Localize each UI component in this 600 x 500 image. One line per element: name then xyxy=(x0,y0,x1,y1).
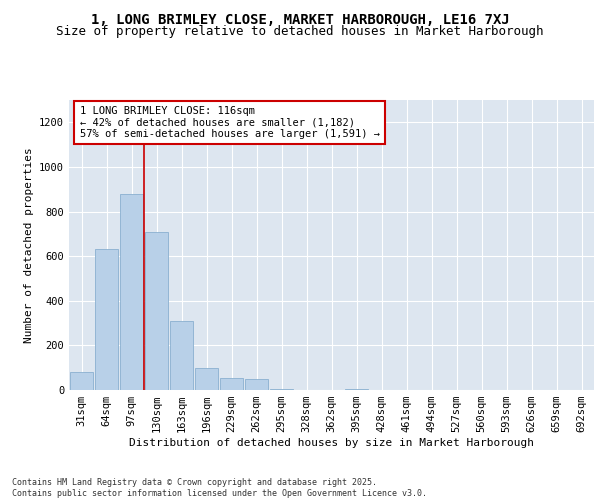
Text: Contains HM Land Registry data © Crown copyright and database right 2025.
Contai: Contains HM Land Registry data © Crown c… xyxy=(12,478,427,498)
Bar xyxy=(345,389,368,390)
Bar xyxy=(120,194,143,390)
Text: Size of property relative to detached houses in Market Harborough: Size of property relative to detached ho… xyxy=(56,25,544,38)
Bar xyxy=(270,389,293,390)
X-axis label: Distribution of detached houses by size in Market Harborough: Distribution of detached houses by size … xyxy=(129,438,534,448)
Bar xyxy=(220,378,243,390)
Bar xyxy=(70,372,93,390)
Bar xyxy=(195,368,218,390)
Bar xyxy=(95,250,118,390)
Bar xyxy=(170,321,193,390)
Bar xyxy=(245,379,268,390)
Text: 1 LONG BRIMLEY CLOSE: 116sqm
← 42% of detached houses are smaller (1,182)
57% of: 1 LONG BRIMLEY CLOSE: 116sqm ← 42% of de… xyxy=(79,106,380,139)
Y-axis label: Number of detached properties: Number of detached properties xyxy=(23,147,34,343)
Bar xyxy=(145,232,168,390)
Text: 1, LONG BRIMLEY CLOSE, MARKET HARBOROUGH, LE16 7XJ: 1, LONG BRIMLEY CLOSE, MARKET HARBOROUGH… xyxy=(91,12,509,26)
